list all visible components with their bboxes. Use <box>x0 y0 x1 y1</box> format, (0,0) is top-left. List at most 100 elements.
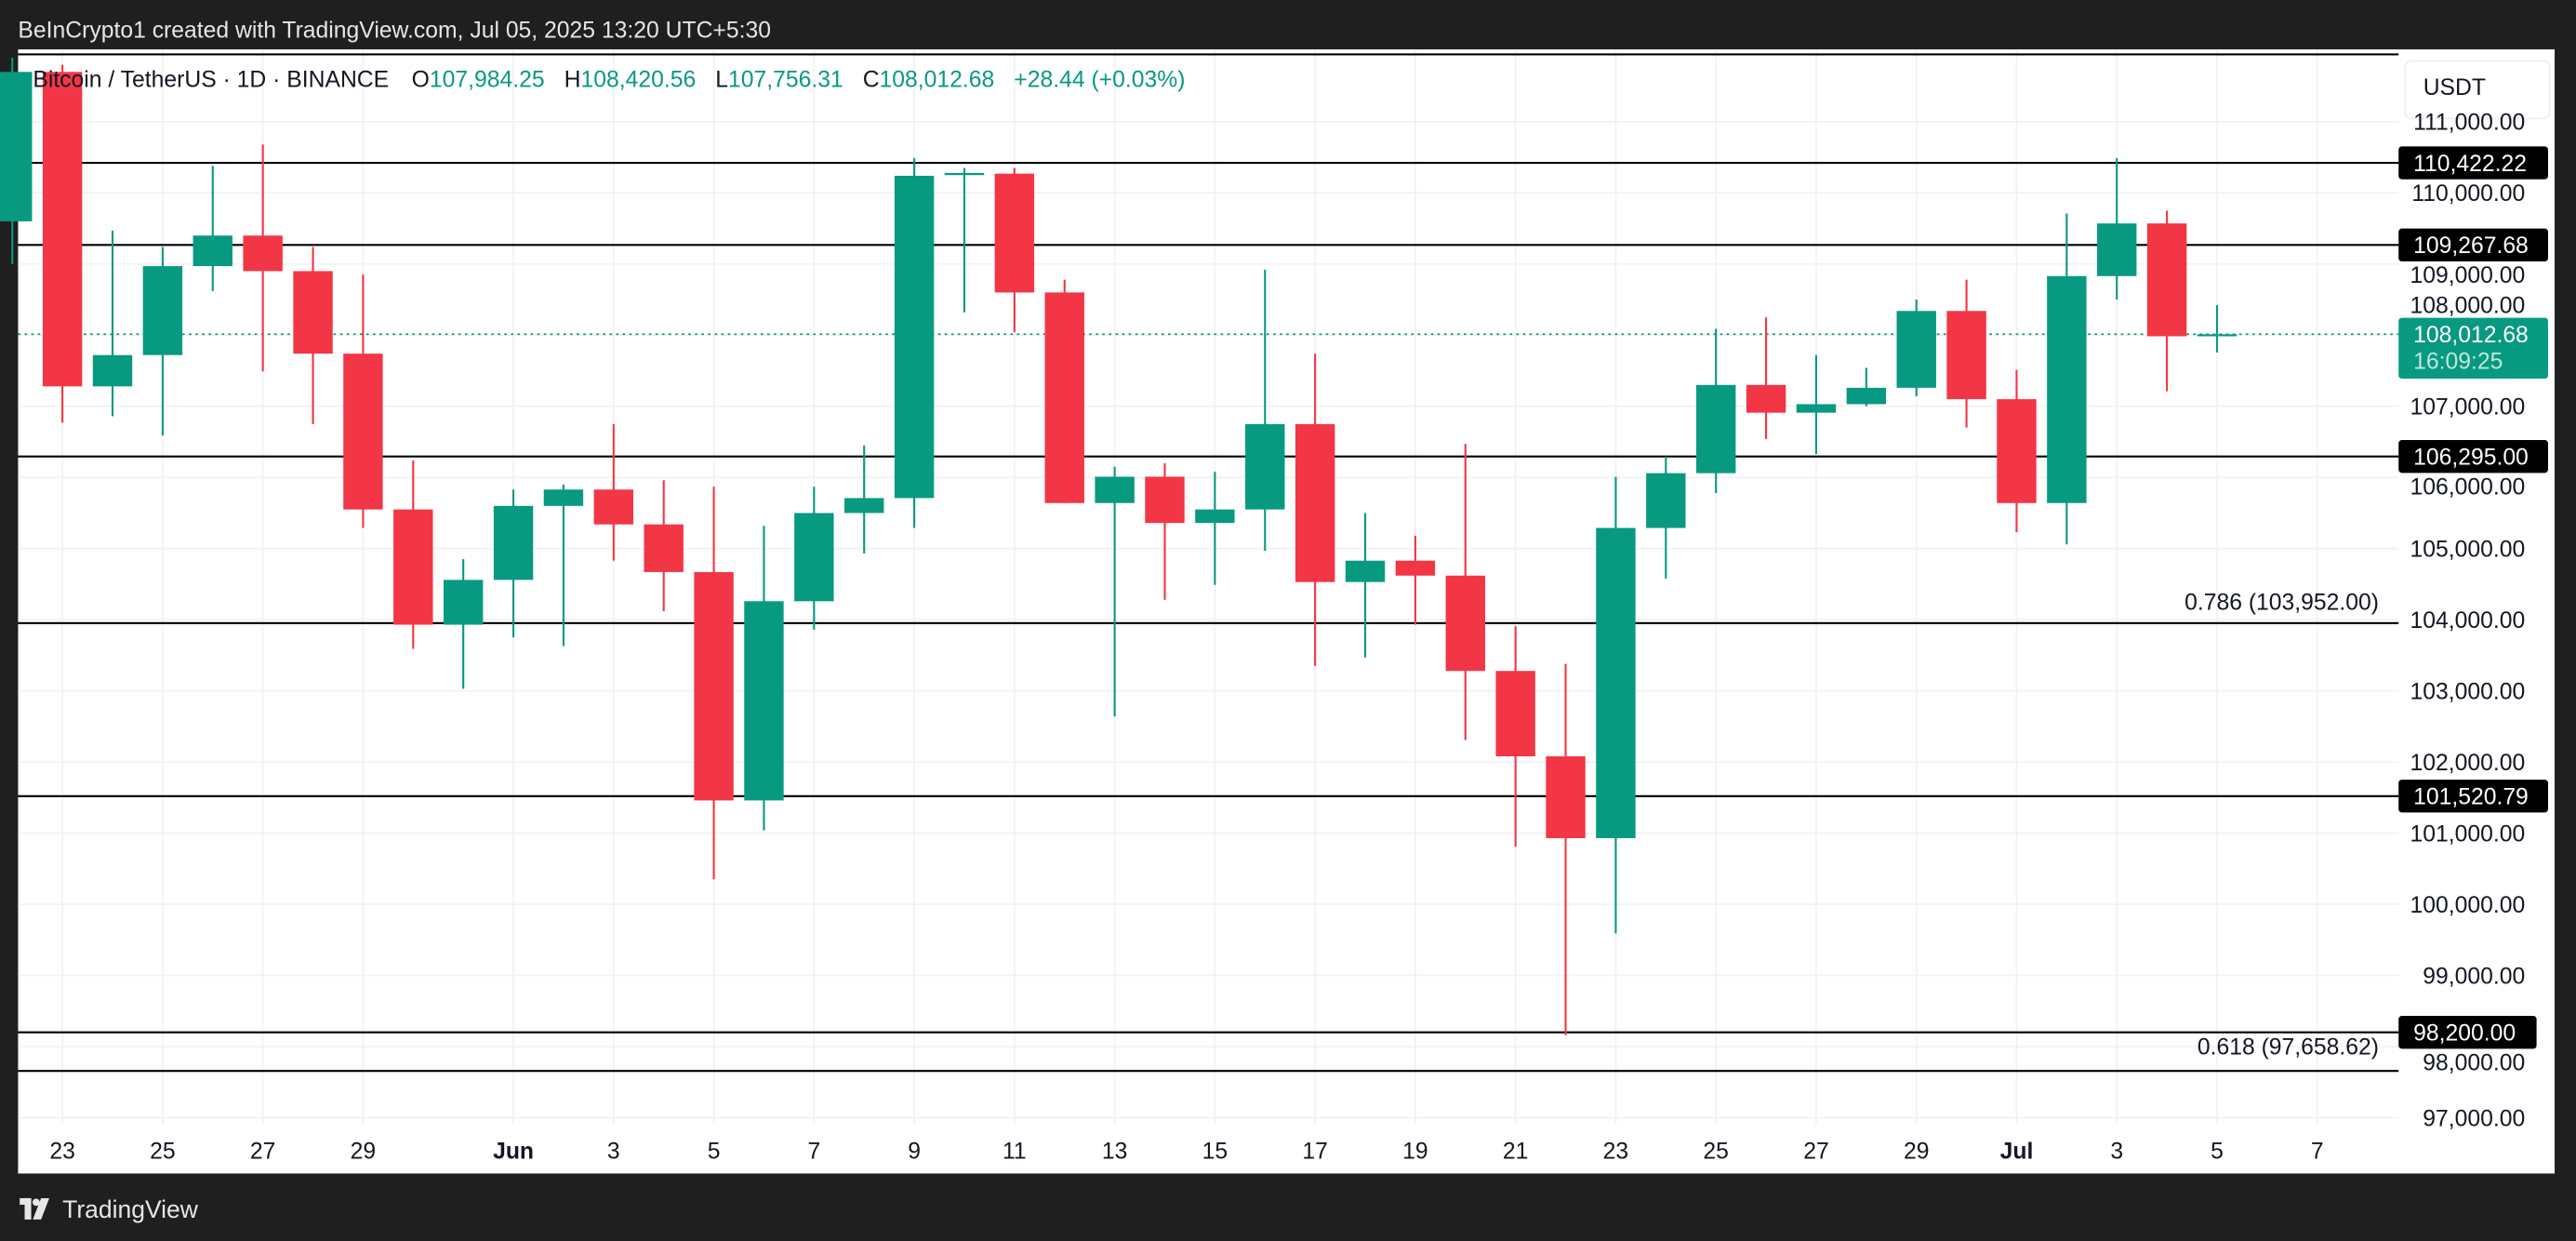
low-value: 107,756.31 <box>728 68 843 93</box>
candle-2025-06-09[interactable] <box>894 157 935 528</box>
candle-2025-06-28[interactable] <box>1846 367 1887 407</box>
footer-brand: TradingView <box>62 1195 199 1223</box>
time-axis[interactable]: 23 25 27 29 Jun 3 5 7 9 11 13 15 17 19 21 23 25 27 29 Jul 3 5… <box>49 1140 2323 1165</box>
candle-body <box>0 72 33 221</box>
candle-2025-06-30[interactable] <box>1946 279 1986 428</box>
symbol-info[interactable]: Bitcoin / TetherUS · 1D · BINANCE <box>33 68 389 93</box>
time-tick-label: 5 <box>708 1140 721 1165</box>
tradingview-logo-icon <box>20 1197 49 1220</box>
candle-2025-05-23[interactable] <box>42 64 83 423</box>
candle-2025-05-26[interactable] <box>193 166 232 291</box>
candle-2025-06-19[interactable] <box>1395 535 1436 625</box>
candles[interactable] <box>0 58 2237 1035</box>
candle-body <box>1896 311 1936 388</box>
candle-2025-06-02[interactable] <box>543 484 584 647</box>
time-tick-label: 7 <box>807 1140 820 1165</box>
price-tick-label: 105,000.00 <box>2410 538 2526 563</box>
time-tick-label: 23 <box>1603 1140 1628 1165</box>
tradingview-logo[interactable]: TradingView <box>20 1195 199 1223</box>
candle-2025-06-26[interactable] <box>1746 317 1786 439</box>
level-price-label: 98,200.00 <box>2413 1021 2516 1047</box>
legend: Bitcoin / TetherUS · 1D · BINANCE O107,9… <box>33 68 1185 93</box>
candle-body <box>1596 527 1636 838</box>
candle-2025-06-10[interactable] <box>944 167 985 313</box>
candle-2025-06-29[interactable] <box>1896 300 1936 397</box>
close-label: C <box>863 68 880 93</box>
candle-2025-06-17[interactable] <box>1295 354 1335 666</box>
candle-2025-06-27[interactable] <box>1796 354 1837 454</box>
candle-2025-06-23[interactable] <box>1596 476 1636 934</box>
candle-2025-06-08[interactable] <box>844 445 884 554</box>
candle-2025-06-25[interactable] <box>1695 328 1736 494</box>
price-tick-label: 104,000.00 <box>2410 608 2526 634</box>
candle-body <box>644 524 684 572</box>
candle-2025-07-01[interactable] <box>1997 369 2037 533</box>
price-tick-label: 100,000.00 <box>2410 893 2526 918</box>
candle-2025-06-20[interactable] <box>1445 444 1485 741</box>
price-tick-label: 110,000.00 <box>2411 181 2525 207</box>
currency-label: USDT <box>2423 75 2486 100</box>
candle-2025-06-13[interactable] <box>1095 466 1135 717</box>
candle-2025-06-14[interactable] <box>1145 462 1185 600</box>
candle-2025-06-12[interactable] <box>1044 279 1084 503</box>
candle-body <box>1295 423 1335 582</box>
candle-2025-06-24[interactable] <box>1646 457 1686 579</box>
candle-body <box>994 173 1035 293</box>
candle-2025-06-06[interactable] <box>744 526 784 831</box>
price-tick-label: 103,000.00 <box>2410 679 2526 704</box>
candle-2025-07-03[interactable] <box>2097 157 2137 300</box>
candle-body <box>543 489 584 506</box>
candle-body <box>1095 476 1135 503</box>
candle-2025-05-24[interactable] <box>92 230 133 417</box>
candle-2025-05-29[interactable] <box>343 274 383 528</box>
candle-body <box>42 72 83 387</box>
candle-2025-06-16[interactable] <box>1245 269 1285 551</box>
candle-2025-06-07[interactable] <box>794 487 834 630</box>
attribution-text: BeInCrypto1 created with TradingView.com… <box>18 19 771 44</box>
candle-2025-06-21[interactable] <box>1495 626 1535 847</box>
change-value: +28.44 (+0.03%) <box>1014 68 1185 93</box>
candle-body <box>493 505 534 580</box>
candle-2025-07-02[interactable] <box>2047 213 2087 545</box>
time-tick-label: 7 <box>2311 1140 2324 1165</box>
grid <box>18 49 2399 1125</box>
candle-2025-05-27[interactable] <box>243 144 283 372</box>
price-tick-label: 97,000.00 <box>2423 1106 2525 1131</box>
candle-2025-07-05[interactable] <box>2197 305 2237 353</box>
candle-2025-05-30[interactable] <box>393 460 433 649</box>
candle-body <box>1495 671 1535 757</box>
candle-body <box>1997 399 2037 503</box>
candle-2025-06-11[interactable] <box>994 167 1035 333</box>
time-tick-label: 3 <box>607 1140 620 1165</box>
time-tick-label: 3 <box>2110 1140 2123 1165</box>
price-tick-label: 98,000.00 <box>2423 1050 2525 1075</box>
candle-body <box>694 571 734 801</box>
price-tick-label: 107,000.00 <box>2410 395 2526 420</box>
candle-2025-06-03[interactable] <box>593 423 634 561</box>
time-tick-label: 29 <box>351 1140 377 1165</box>
time-tick-label: 17 <box>1302 1140 1327 1165</box>
candle-2025-05-22[interactable] <box>0 58 33 264</box>
candle-body <box>1746 384 1786 413</box>
currency-button[interactable] <box>2404 60 2551 120</box>
candle-2025-06-18[interactable] <box>1345 513 1386 658</box>
candle-2025-06-15[interactable] <box>1195 472 1235 585</box>
time-tick-label: 11 <box>1003 1140 1027 1165</box>
candle-2025-05-25[interactable] <box>142 247 183 436</box>
candle-body <box>844 498 884 514</box>
candle-2025-06-22[interactable] <box>1546 663 1586 1035</box>
candle-2025-06-04[interactable] <box>644 480 684 611</box>
candle-2025-06-01[interactable] <box>493 489 534 638</box>
time-tick-label: 21 <box>1503 1140 1529 1165</box>
time-tick-label: 25 <box>150 1140 176 1165</box>
candle-body <box>1646 473 1686 528</box>
candle-body <box>443 580 484 625</box>
candle-2025-07-04[interactable] <box>2146 210 2187 392</box>
price-axis[interactable]: USDT 111,000.00 110,000.00 109,000.00 108,0… <box>2398 60 2551 1131</box>
candle-2025-05-31[interactable] <box>443 559 484 689</box>
candle-2025-05-28[interactable] <box>293 247 333 424</box>
candle-body <box>1796 404 1837 413</box>
candle-2025-06-05[interactable] <box>694 487 734 880</box>
candle-body <box>1946 311 1986 400</box>
